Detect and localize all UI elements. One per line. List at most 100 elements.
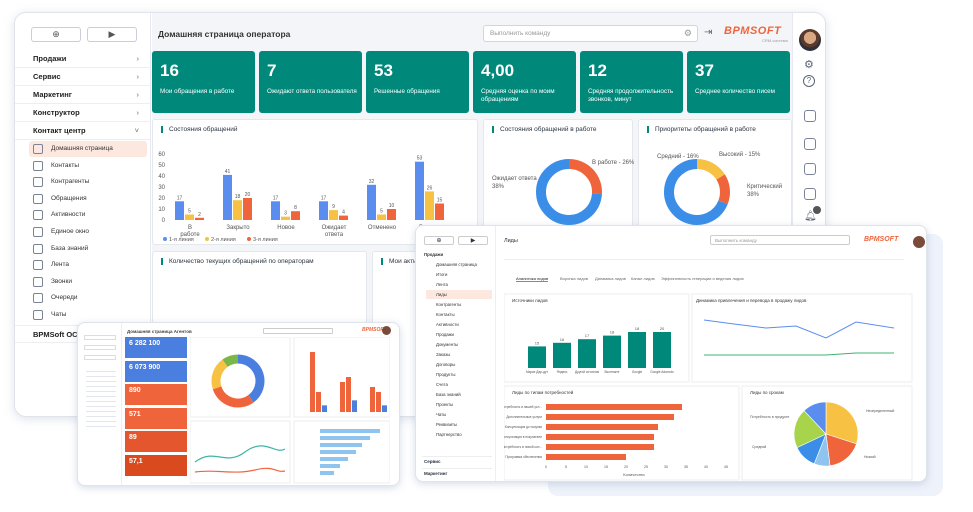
sidebar-item[interactable]: Единое окно	[29, 224, 147, 240]
data-label: 9	[332, 204, 335, 210]
command-input[interactable]: Выполнить команду ⚙	[483, 25, 698, 42]
settings-icon[interactable]: ⚙	[804, 59, 814, 71]
donut-slice	[716, 174, 730, 205]
leads-nav-item[interactable]: Продажи	[424, 252, 444, 257]
leads-nav-item[interactable]: Лиды	[426, 290, 492, 299]
leads-nav-item[interactable]: Активности	[436, 322, 459, 327]
sidebar-bar	[84, 345, 116, 350]
leads-nav-item[interactable]: Продукты	[436, 372, 456, 377]
leads-nav-item[interactable]: Счета	[436, 382, 448, 387]
leads-tab[interactable]: Канал лидов	[631, 276, 655, 281]
new-button[interactable]: ⊕	[424, 236, 454, 245]
leads-nav-item[interactable]: Договоры	[436, 362, 456, 367]
sidebar-item-label: Домашняя страница	[51, 145, 113, 152]
data-label: 3	[284, 211, 287, 217]
line-series	[194, 445, 286, 463]
play-button[interactable]: ▶	[458, 236, 488, 245]
sidebar-item[interactable]: Очереди	[29, 290, 147, 306]
leads-nav-item[interactable]: База знаний	[436, 392, 461, 397]
play-button[interactable]: ▶	[87, 27, 137, 42]
bar	[653, 332, 671, 368]
y-tick-label: 40	[158, 174, 165, 180]
status-chart-title: Состояния обращений	[161, 126, 237, 133]
sidebar-item[interactable]: Контрагенты	[29, 174, 147, 190]
bar	[546, 424, 658, 430]
sidebar-group-contact-center[interactable]: Контакт центр ˅	[15, 122, 151, 140]
help-icon[interactable]: ?	[803, 75, 815, 87]
leads-nav-item[interactable]: Заказы	[436, 352, 451, 357]
leads-nav-item[interactable]: Документы	[436, 342, 459, 347]
kpi-card[interactable]: 12 Средняя продолжительность звонков, мин…	[580, 51, 683, 113]
sidebar-item[interactable]: Домашняя страница	[29, 141, 147, 157]
leads-tab[interactable]: Эффективность генерации и ведения лидов	[661, 276, 744, 281]
sidebar-group-marketing[interactable]: Маркетинг ›	[15, 86, 151, 104]
sidebar-item[interactable]: Звонки	[29, 274, 147, 290]
pie-slice	[825, 401, 859, 445]
kpi-card[interactable]: 7 Ожидают ответа пользователя	[259, 51, 362, 113]
bar	[370, 387, 375, 412]
bar	[546, 444, 654, 450]
agents-kpi[interactable]: 6 073 900	[125, 360, 187, 382]
leads-nav-item[interactable]: Контрагенты	[436, 302, 462, 307]
leads-nav-item[interactable]: Лента	[436, 282, 448, 287]
bar	[435, 203, 444, 220]
sidebar-group-service[interactable]: Сервис ›	[15, 68, 151, 86]
bookmark-icon[interactable]	[804, 110, 816, 122]
leads-tab[interactable]: Динамика лидов	[595, 276, 626, 281]
y-tick-label: 60	[158, 152, 165, 158]
kpi-card[interactable]: 4,00 Средняя оценка по моим обращениям	[473, 51, 576, 113]
sidebar-item-label: Лента	[51, 261, 69, 269]
leads-command-input[interactable]: Выполнить команду	[710, 235, 850, 245]
agents-avatar[interactable]	[382, 326, 391, 335]
copy-icon[interactable]	[804, 138, 816, 150]
kpi-card[interactable]: 16 Мои обращения в работе	[152, 51, 255, 113]
sidebar-item[interactable]: Чаты	[29, 307, 147, 323]
agents-kpi[interactable]: 890	[125, 384, 187, 405]
sidebar-item[interactable]: База знаний	[29, 241, 147, 257]
page-title: Домашняя страница оператора	[158, 29, 291, 39]
leads-nav-item[interactable]: Продажи	[436, 332, 454, 337]
leads-tab[interactable]: Воронка лидов	[560, 276, 588, 281]
mail-icon[interactable]	[804, 163, 816, 175]
leads-avatar[interactable]	[913, 236, 925, 248]
leads-nav-group[interactable]: Сервис	[422, 456, 492, 466]
sidebar-group-designer[interactable]: Конструктор ›	[15, 104, 151, 122]
sidebar-item[interactable]: Обращения	[29, 191, 147, 207]
sidebar-item[interactable]: Контакты	[29, 158, 147, 174]
sidebar-item[interactable]: Лента	[29, 257, 147, 273]
leads-nav-item[interactable]: Проекты	[436, 402, 454, 407]
kpi-card[interactable]: 37 Среднее количество писем	[687, 51, 790, 113]
agents-kpi[interactable]: 89	[125, 431, 187, 452]
kpi-card[interactable]: 53 Решенные обращения	[366, 51, 469, 113]
agents-kpi[interactable]: 57,1	[125, 454, 187, 476]
agents-command-input[interactable]	[263, 328, 333, 334]
leads-nav-item[interactable]: Партнерство	[436, 432, 462, 437]
pie-slice	[803, 401, 827, 435]
avatar[interactable]	[799, 29, 821, 51]
bar	[320, 471, 334, 475]
leads-nav-item[interactable]: Чаты	[436, 412, 447, 417]
import-icon[interactable]: ⇥	[704, 27, 713, 38]
bar	[320, 450, 356, 454]
leads-tab[interactable]: Аналитика лидов	[516, 276, 549, 282]
new-button[interactable]: ⊕	[31, 27, 81, 42]
chart-title: Источники лидов	[512, 298, 548, 303]
leads-nav-item[interactable]: Контакты	[436, 312, 455, 317]
chat-icon[interactable]	[804, 188, 816, 200]
bell-icon[interactable]: 🔔︎	[804, 211, 817, 222]
donut-slice	[664, 159, 728, 225]
agents-kpi[interactable]: 571	[125, 407, 187, 429]
bar	[243, 198, 252, 220]
leads-nav-item[interactable]: Итоги	[436, 272, 448, 277]
agents-kpi[interactable]: 6 282 100	[125, 337, 187, 358]
sidebar-group-sales[interactable]: Продажи ›	[15, 50, 151, 68]
x-tick-label: 35	[684, 465, 688, 469]
leads-nav-group[interactable]: Маркетинг	[422, 468, 492, 478]
slice-label: Средний	[752, 445, 766, 449]
panel	[190, 420, 291, 484]
leads-nav-item[interactable]: Домашняя страница	[436, 262, 477, 267]
sidebar-item[interactable]: Активности	[29, 207, 147, 223]
donut-slice	[536, 159, 602, 225]
leads-nav-item[interactable]: Реквизиты	[436, 422, 458, 427]
settings-icon[interactable]: ⚙	[683, 28, 692, 38]
